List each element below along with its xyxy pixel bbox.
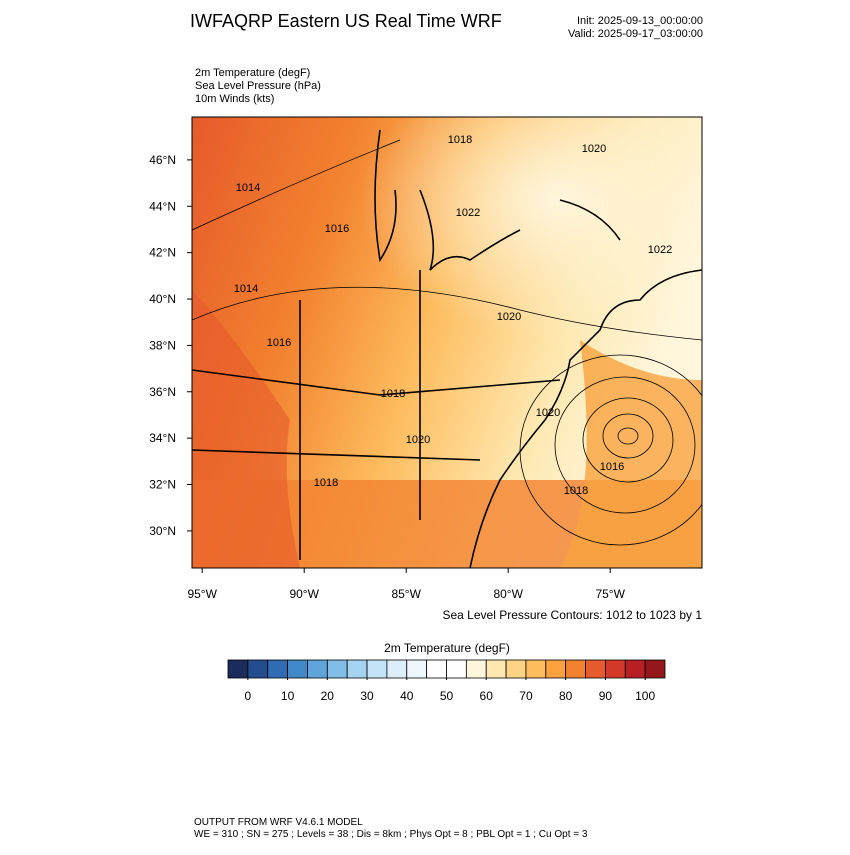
contour-label: 1016	[325, 223, 349, 235]
colorbar-tick-label: 60	[480, 689, 494, 703]
contour-label: 1020	[536, 407, 560, 419]
colorbar-tick-label: 100	[635, 689, 655, 703]
colorbar-box	[465, 659, 487, 679]
field-label: Sea Level Pressure (hPa)	[195, 80, 321, 92]
x-tick-label: 75°W	[595, 587, 625, 601]
y-tick-label: 42°N	[149, 246, 176, 260]
colorbar-tick-label: 0	[245, 689, 252, 703]
colorbar-box	[446, 659, 467, 679]
contour-label: 1018	[381, 388, 405, 400]
colorbar-box	[267, 659, 288, 679]
colorbar-title: 2m Temperature (degF)	[384, 641, 510, 655]
title: IWFAQRP Eastern US Real Time WRF	[190, 11, 502, 31]
colorbar-box	[307, 659, 328, 679]
y-tick-label: 40°N	[149, 292, 176, 306]
valid: Valid: 2025-09-17_03:00:00	[568, 28, 703, 40]
colorbar-box	[326, 659, 348, 679]
colorbar-box	[485, 659, 507, 679]
colorbar-tick-label: 20	[321, 689, 335, 703]
colorbar-tick-label: 70	[519, 689, 533, 703]
field-label: 10m Winds (kts)	[195, 93, 274, 105]
colorbar-tick-label: 40	[400, 689, 414, 703]
contour-label: 1022	[648, 244, 672, 256]
contour-label: 1016	[267, 337, 291, 349]
contour-label: 1014	[236, 182, 260, 194]
x-tick-label: 90°W	[289, 587, 319, 601]
colorbar-tick-label: 80	[559, 689, 573, 703]
map-frame	[191, 116, 703, 569]
contour-label: 1018	[564, 485, 588, 497]
colorbar-box	[585, 659, 606, 679]
y-tick-label: 36°N	[149, 385, 176, 399]
footer: OUTPUT FROM WRF V4.6.1 MODEL	[194, 817, 363, 828]
colorbar-box	[644, 659, 666, 679]
colorbar-box	[386, 659, 408, 679]
colorbar-tick-label: 50	[440, 689, 454, 703]
contour-label: 1014	[234, 283, 258, 295]
colorbar-box	[525, 659, 547, 679]
colorbar-box	[545, 659, 567, 679]
y-tick-label: 32°N	[149, 478, 176, 492]
x-tick-label: 80°W	[493, 587, 523, 601]
colorbar-tick-label: 10	[281, 689, 295, 703]
y-tick-label: 44°N	[149, 199, 176, 213]
y-tick-label: 34°N	[149, 431, 176, 445]
y-tick-label: 46°N	[149, 153, 176, 167]
init: Init: 2025-09-13_00:00:00	[577, 15, 703, 27]
contour-label: 1016	[600, 461, 624, 473]
colorbar-box	[287, 659, 308, 679]
colorbar-box	[227, 659, 249, 679]
colorbar-box	[346, 659, 368, 679]
colorbar-box	[406, 659, 428, 679]
contour-label: 1020	[582, 143, 606, 155]
colorbar-box	[605, 659, 626, 679]
x-tick-label: 95°W	[187, 587, 217, 601]
colorbar-box	[624, 659, 646, 679]
colorbar-box	[505, 659, 527, 679]
field-label: 2m Temperature (degF)	[195, 67, 310, 79]
marks: 95°W 90°W 85°W 80°W 75°W 30°N 32°N 34°N 36°N 38°N…	[149, 134, 672, 703]
contour-label: 1018	[314, 477, 338, 489]
colorbar-tick-label: 30	[360, 689, 374, 703]
colorbar-box	[366, 659, 388, 679]
colorbar-box	[565, 659, 586, 679]
map-field	[192, 117, 702, 568]
y-tick-label: 38°N	[149, 338, 176, 352]
contour-note: Sea Level Pressure Contours: 1012 to 102…	[443, 608, 703, 622]
x-tick-label: 85°W	[391, 587, 421, 601]
footer: WE = 310 ; SN = 275 ; Levels = 38 ; Dis …	[194, 829, 588, 840]
colorbar-box	[426, 659, 447, 679]
colorbar-box	[247, 659, 269, 679]
colorbar-tick-label: 90	[599, 689, 613, 703]
y-tick-label: 30°N	[149, 524, 176, 538]
contour-label: 1018	[448, 134, 472, 146]
contour-label: 1020	[497, 311, 521, 323]
contour-label: 1022	[456, 207, 480, 219]
contour-label: 1020	[406, 434, 430, 446]
